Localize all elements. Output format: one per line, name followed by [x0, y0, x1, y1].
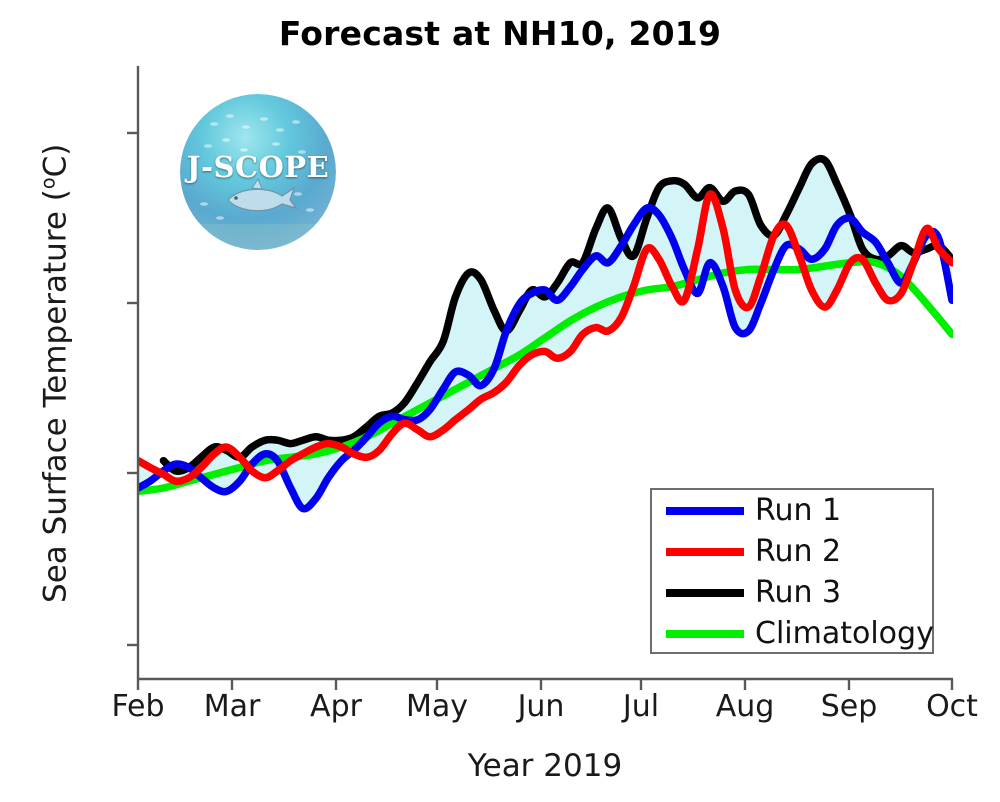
x-axis-ticks — [138, 679, 952, 690]
legend-swatch-climatology — [666, 630, 744, 638]
legend-item-run-3[interactable]: Run 3 — [652, 572, 932, 613]
legend-item-run-2[interactable]: Run 2 — [652, 531, 932, 572]
legend-label-climatology: Climatology — [755, 619, 934, 649]
legend-swatch-run-2 — [666, 548, 744, 556]
y-axis-ticks — [127, 133, 138, 645]
j-scope-logo-text: J-SCOPE — [180, 150, 336, 184]
chart-figure: Forecast at NH10, 2019 Sea Surface Tempe… — [0, 0, 1000, 802]
legend-swatch-run-3 — [666, 589, 744, 597]
legend-item-climatology[interactable]: Climatology — [652, 613, 932, 654]
plot-area — [0, 0, 1000, 802]
j-scope-logo: J-SCOPE — [180, 94, 336, 250]
legend-swatch-run-1 — [666, 507, 744, 515]
legend-label-run-2: Run 2 — [755, 537, 841, 567]
legend-label-run-1: Run 1 — [755, 496, 841, 526]
legend-label-run-3: Run 3 — [755, 578, 841, 608]
chart-legend[interactable]: Run 1 Run 2 Run 3 Climatology — [650, 488, 934, 654]
legend-item-run-1[interactable]: Run 1 — [652, 490, 932, 531]
